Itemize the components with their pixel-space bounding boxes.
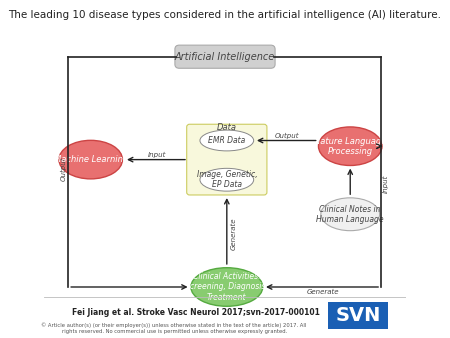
Text: SVN: SVN — [336, 306, 381, 325]
Ellipse shape — [200, 130, 254, 151]
Ellipse shape — [59, 140, 122, 179]
Text: © Article author(s) (or their employer(s)) unless otherwise stated in the text o: © Article author(s) (or their employer(s… — [41, 322, 307, 334]
Text: EMR Data: EMR Data — [208, 136, 245, 145]
Text: Machine Learning: Machine Learning — [54, 155, 128, 164]
Text: Output: Output — [60, 157, 67, 181]
Ellipse shape — [321, 198, 380, 231]
Text: Clinical Activities:
Screening, Diagnosis,
Treatment: Clinical Activities: Screening, Diagnosi… — [185, 272, 268, 302]
Text: Artificial Intelligence: Artificial Intelligence — [175, 52, 275, 62]
Text: Input: Input — [148, 152, 166, 158]
Text: Data: Data — [217, 123, 237, 131]
Text: The leading 10 disease types considered in the artificial intelligence (AI) lite: The leading 10 disease types considered … — [9, 10, 441, 20]
Ellipse shape — [200, 168, 254, 191]
Text: Input: Input — [383, 175, 389, 193]
Text: Generate: Generate — [307, 289, 339, 295]
Text: Image, Genetic,
EP Data: Image, Genetic, EP Data — [197, 170, 257, 189]
FancyBboxPatch shape — [328, 302, 388, 329]
Text: Output: Output — [275, 133, 300, 139]
Text: Fei Jiang et al. Stroke Vasc Neurol 2017;svn-2017-000101: Fei Jiang et al. Stroke Vasc Neurol 2017… — [72, 308, 320, 317]
Text: Clinical Notes in
Human Language: Clinical Notes in Human Language — [316, 204, 384, 224]
FancyBboxPatch shape — [187, 124, 267, 195]
Text: Generate: Generate — [231, 217, 237, 249]
Ellipse shape — [319, 127, 382, 166]
Ellipse shape — [191, 268, 263, 306]
FancyBboxPatch shape — [175, 45, 275, 68]
Text: Nature Language
Processing: Nature Language Processing — [314, 137, 387, 156]
